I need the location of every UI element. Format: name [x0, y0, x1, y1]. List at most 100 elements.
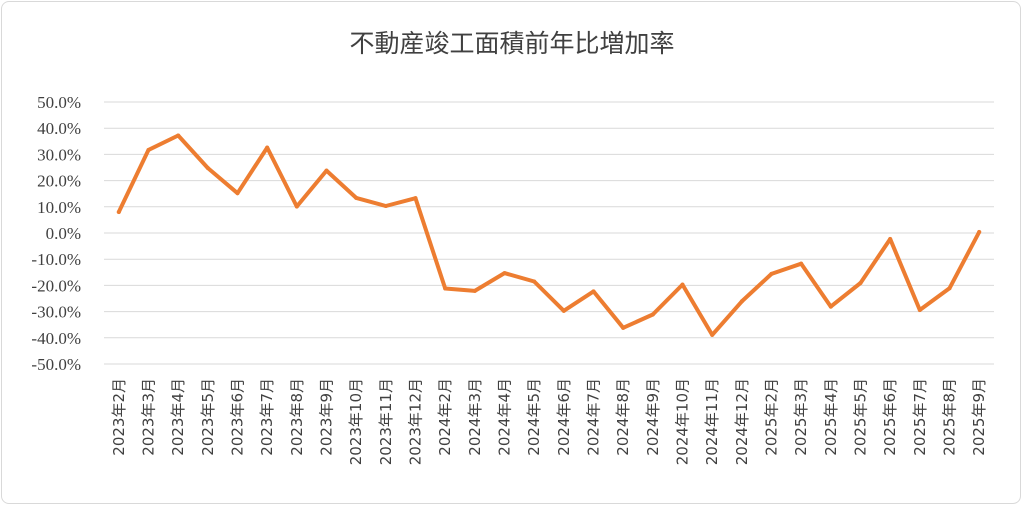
y-tick-label: 20.0%	[37, 172, 81, 191]
x-tick-label: 2024年10月	[674, 378, 692, 465]
x-tick-label: 2024年8月	[614, 378, 632, 456]
x-tick-label: 2023年3月	[140, 378, 158, 456]
y-tick-label: -50.0%	[31, 355, 81, 374]
x-tick-label: 2024年5月	[525, 378, 543, 456]
x-tick: 2024年11月	[703, 378, 721, 465]
x-tick-label: 2023年9月	[318, 378, 336, 456]
data-point	[561, 308, 566, 313]
x-tick: 2024年5月	[525, 378, 543, 456]
data-point	[532, 279, 537, 284]
x-tick-label: 2024年2月	[436, 378, 454, 456]
data-point	[294, 204, 299, 209]
x-tick-label: 2025年2月	[763, 378, 781, 456]
x-tick: 2025年5月	[852, 378, 870, 456]
x-tick: 2024年3月	[466, 378, 484, 456]
x-tick: 2025年6月	[881, 378, 899, 456]
y-tick-label: 0.0%	[46, 224, 81, 243]
x-tick: 2024年10月	[674, 378, 692, 465]
data-point	[265, 145, 270, 150]
x-tick-label: 2024年9月	[644, 378, 662, 456]
y-tick-label: 10.0%	[37, 198, 81, 217]
x-tick: 2023年7月	[258, 378, 276, 456]
x-tick: 2025年9月	[970, 378, 988, 456]
x-tick: 2023年4月	[169, 378, 187, 456]
x-tick-label: 2025年8月	[941, 378, 959, 456]
x-tick: 2025年7月	[911, 378, 929, 456]
data-point	[383, 204, 388, 209]
x-tick: 2024年4月	[496, 378, 514, 456]
x-tick-label: 2023年4月	[169, 378, 187, 456]
x-tick: 2023年6月	[229, 378, 247, 456]
data-point	[205, 166, 210, 171]
x-tick-label: 2023年7月	[258, 378, 276, 456]
data-point	[472, 288, 477, 293]
x-tick-label: 2025年7月	[911, 378, 929, 456]
x-tick-label: 2025年4月	[822, 378, 840, 456]
y-tick-label: -30.0%	[31, 303, 81, 322]
x-tick-label: 2024年6月	[555, 378, 573, 456]
x-tick-label: 2024年12月	[733, 378, 751, 465]
data-point	[977, 229, 982, 234]
data-point	[146, 147, 151, 152]
x-tick: 2025年3月	[792, 378, 810, 456]
x-tick-label: 2023年6月	[229, 378, 247, 456]
data-point	[858, 281, 863, 286]
x-tick-label: 2024年7月	[585, 378, 603, 456]
x-tick: 2023年12月	[407, 378, 425, 465]
y-tick-label: -20.0%	[31, 276, 81, 295]
data-point	[769, 271, 774, 276]
y-axis-ticks: 50.0% 40.0% 30.0% 20.0% 10.0% 0.0% -10.0% -20.0…	[31, 93, 81, 374]
x-tick: 2024年8月	[614, 378, 632, 456]
y-tick-label: 30.0%	[37, 145, 81, 164]
y-tick-label: -10.0%	[31, 250, 81, 269]
gridlines	[104, 101, 994, 365]
x-tick: 2024年6月	[555, 378, 573, 456]
x-tick-label: 2023年10月	[347, 378, 365, 465]
data-point	[680, 282, 685, 287]
x-tick: 2023年9月	[318, 378, 336, 456]
data-point	[443, 286, 448, 291]
x-tick: 2023年3月	[140, 378, 158, 456]
data-point	[354, 195, 359, 200]
x-tick: 2023年5月	[199, 378, 217, 456]
x-tick-label: 2024年3月	[466, 378, 484, 456]
x-tick: 2023年8月	[288, 378, 306, 456]
x-tick-label: 2025年3月	[792, 378, 810, 456]
x-tick: 2024年2月	[436, 378, 454, 456]
x-tick: 2023年2月	[110, 378, 128, 456]
x-tick: 2025年4月	[822, 378, 840, 456]
x-tick-label: 2023年12月	[407, 378, 425, 465]
x-tick: 2024年7月	[585, 378, 603, 456]
data-point	[176, 133, 181, 138]
x-tick-label: 2023年5月	[199, 378, 217, 456]
x-tick: 2025年8月	[941, 378, 959, 456]
x-tick: 2024年9月	[644, 378, 662, 456]
data-point	[116, 210, 121, 215]
y-tick-label: 40.0%	[37, 119, 81, 138]
data-point	[888, 237, 893, 242]
data-point	[710, 332, 715, 337]
series-line	[116, 133, 982, 337]
data-point	[799, 261, 804, 266]
x-tick-label: 2025年5月	[852, 378, 870, 456]
data-point	[413, 196, 418, 201]
data-point	[324, 168, 329, 173]
series-layer	[116, 133, 982, 337]
data-point	[650, 312, 655, 317]
x-tick-label: 2025年9月	[970, 378, 988, 456]
x-tick: 2023年10月	[347, 378, 365, 465]
x-tick-label: 2025年6月	[881, 378, 899, 456]
data-point	[739, 299, 744, 304]
x-tick: 2023年11月	[377, 378, 395, 465]
chart-title: 不動産竣工面積前年比増加率	[349, 29, 675, 58]
data-point	[917, 308, 922, 313]
x-tick-label: 2023年11月	[377, 378, 395, 465]
x-axis-ticks: 2023年2月 2023年3月 2023年4月 2023年5月 2023年6月 2023年…	[110, 378, 988, 465]
y-tick-label: 50.0%	[37, 93, 81, 112]
x-tick-label: 2024年4月	[496, 378, 514, 456]
data-point	[591, 289, 596, 294]
data-point	[502, 271, 507, 276]
data-point	[828, 304, 833, 309]
